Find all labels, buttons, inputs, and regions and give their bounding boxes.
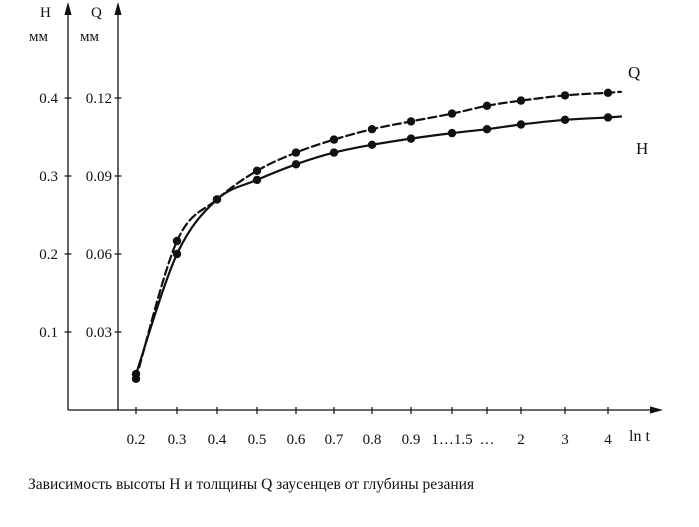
q-axis-unit: мм — [80, 29, 99, 45]
q-data-point — [212, 195, 222, 204]
y-tick-label: 0.03 — [86, 325, 112, 341]
x-tick-label: 2 — [517, 432, 525, 448]
q-axis-arrow — [114, 2, 122, 15]
x-tick-label: 0.4 — [208, 432, 227, 448]
x-tick-label: 0.2 — [127, 432, 146, 448]
x-axis-label: ln t — [629, 428, 650, 445]
x-tick-label: 0.7 — [325, 432, 344, 448]
chart-plot-area: 0.4 0.3 0.2 0.1 0.12 0.09 0.06 0.03 0.2 0.3 0.4 0.5… — [39, 2, 663, 448]
x-axis-arrow — [650, 406, 663, 414]
q-data-point — [516, 96, 526, 105]
q-data-point — [447, 109, 457, 118]
q-data-point — [482, 101, 492, 111]
q-curve — [134, 90, 623, 380]
h-data-point — [560, 115, 570, 125]
x-tick-label: 4 — [604, 432, 612, 448]
h-axis-arrow — [64, 2, 72, 15]
h-axis-letter: H — [40, 5, 51, 21]
y-tick-label: 0.12 — [86, 91, 112, 107]
y-tick-label: 0.4 — [39, 91, 58, 107]
q-data-point — [172, 236, 182, 246]
h-data-point — [447, 128, 457, 138]
h-data-point — [406, 134, 416, 143]
x-tick-label: 0.8 — [363, 432, 382, 448]
h-data-point — [516, 120, 526, 129]
x-tick-label: 0.5 — [248, 432, 267, 448]
y-tick-label: 0.2 — [39, 247, 58, 263]
series-label-h: H — [636, 139, 649, 158]
y-tick-label: 0.1 — [39, 325, 58, 341]
q-data-point — [560, 91, 570, 100]
x-tick-label: 3 — [561, 432, 569, 448]
h-curve — [134, 115, 623, 376]
q-data-point — [367, 125, 377, 134]
h-data-point — [603, 113, 613, 122]
x-tick-label: 0.9 — [402, 432, 421, 448]
q-axis-letter: Q — [91, 5, 102, 21]
y-tick-label: 0.09 — [86, 169, 112, 185]
h-data-point — [252, 175, 262, 185]
q-data-point — [252, 166, 262, 175]
series-label-q: Q — [628, 63, 641, 82]
h-data-point — [172, 249, 182, 259]
h-data-point — [291, 160, 301, 169]
h-axis-unit: мм — [29, 29, 48, 45]
q-data-point — [291, 148, 301, 157]
q-data-point — [329, 135, 339, 144]
x-tick-label: 0.6 — [287, 432, 306, 448]
h-data-point — [367, 140, 377, 149]
q-data-point — [406, 117, 416, 126]
chart-caption: Зависимость высоты H и толщины Q заусенц… — [28, 476, 475, 493]
x-tick-label: 1…1.5 — [431, 432, 472, 448]
q-data-point — [131, 374, 141, 383]
x-tick-label: … — [480, 432, 495, 448]
h-data-point — [482, 125, 492, 134]
h-data-point — [329, 148, 339, 157]
x-tick-label: 0.3 — [168, 432, 187, 448]
y-tick-label: 0.3 — [39, 169, 58, 185]
y-tick-label: 0.06 — [86, 247, 113, 263]
q-data-point — [603, 88, 613, 98]
